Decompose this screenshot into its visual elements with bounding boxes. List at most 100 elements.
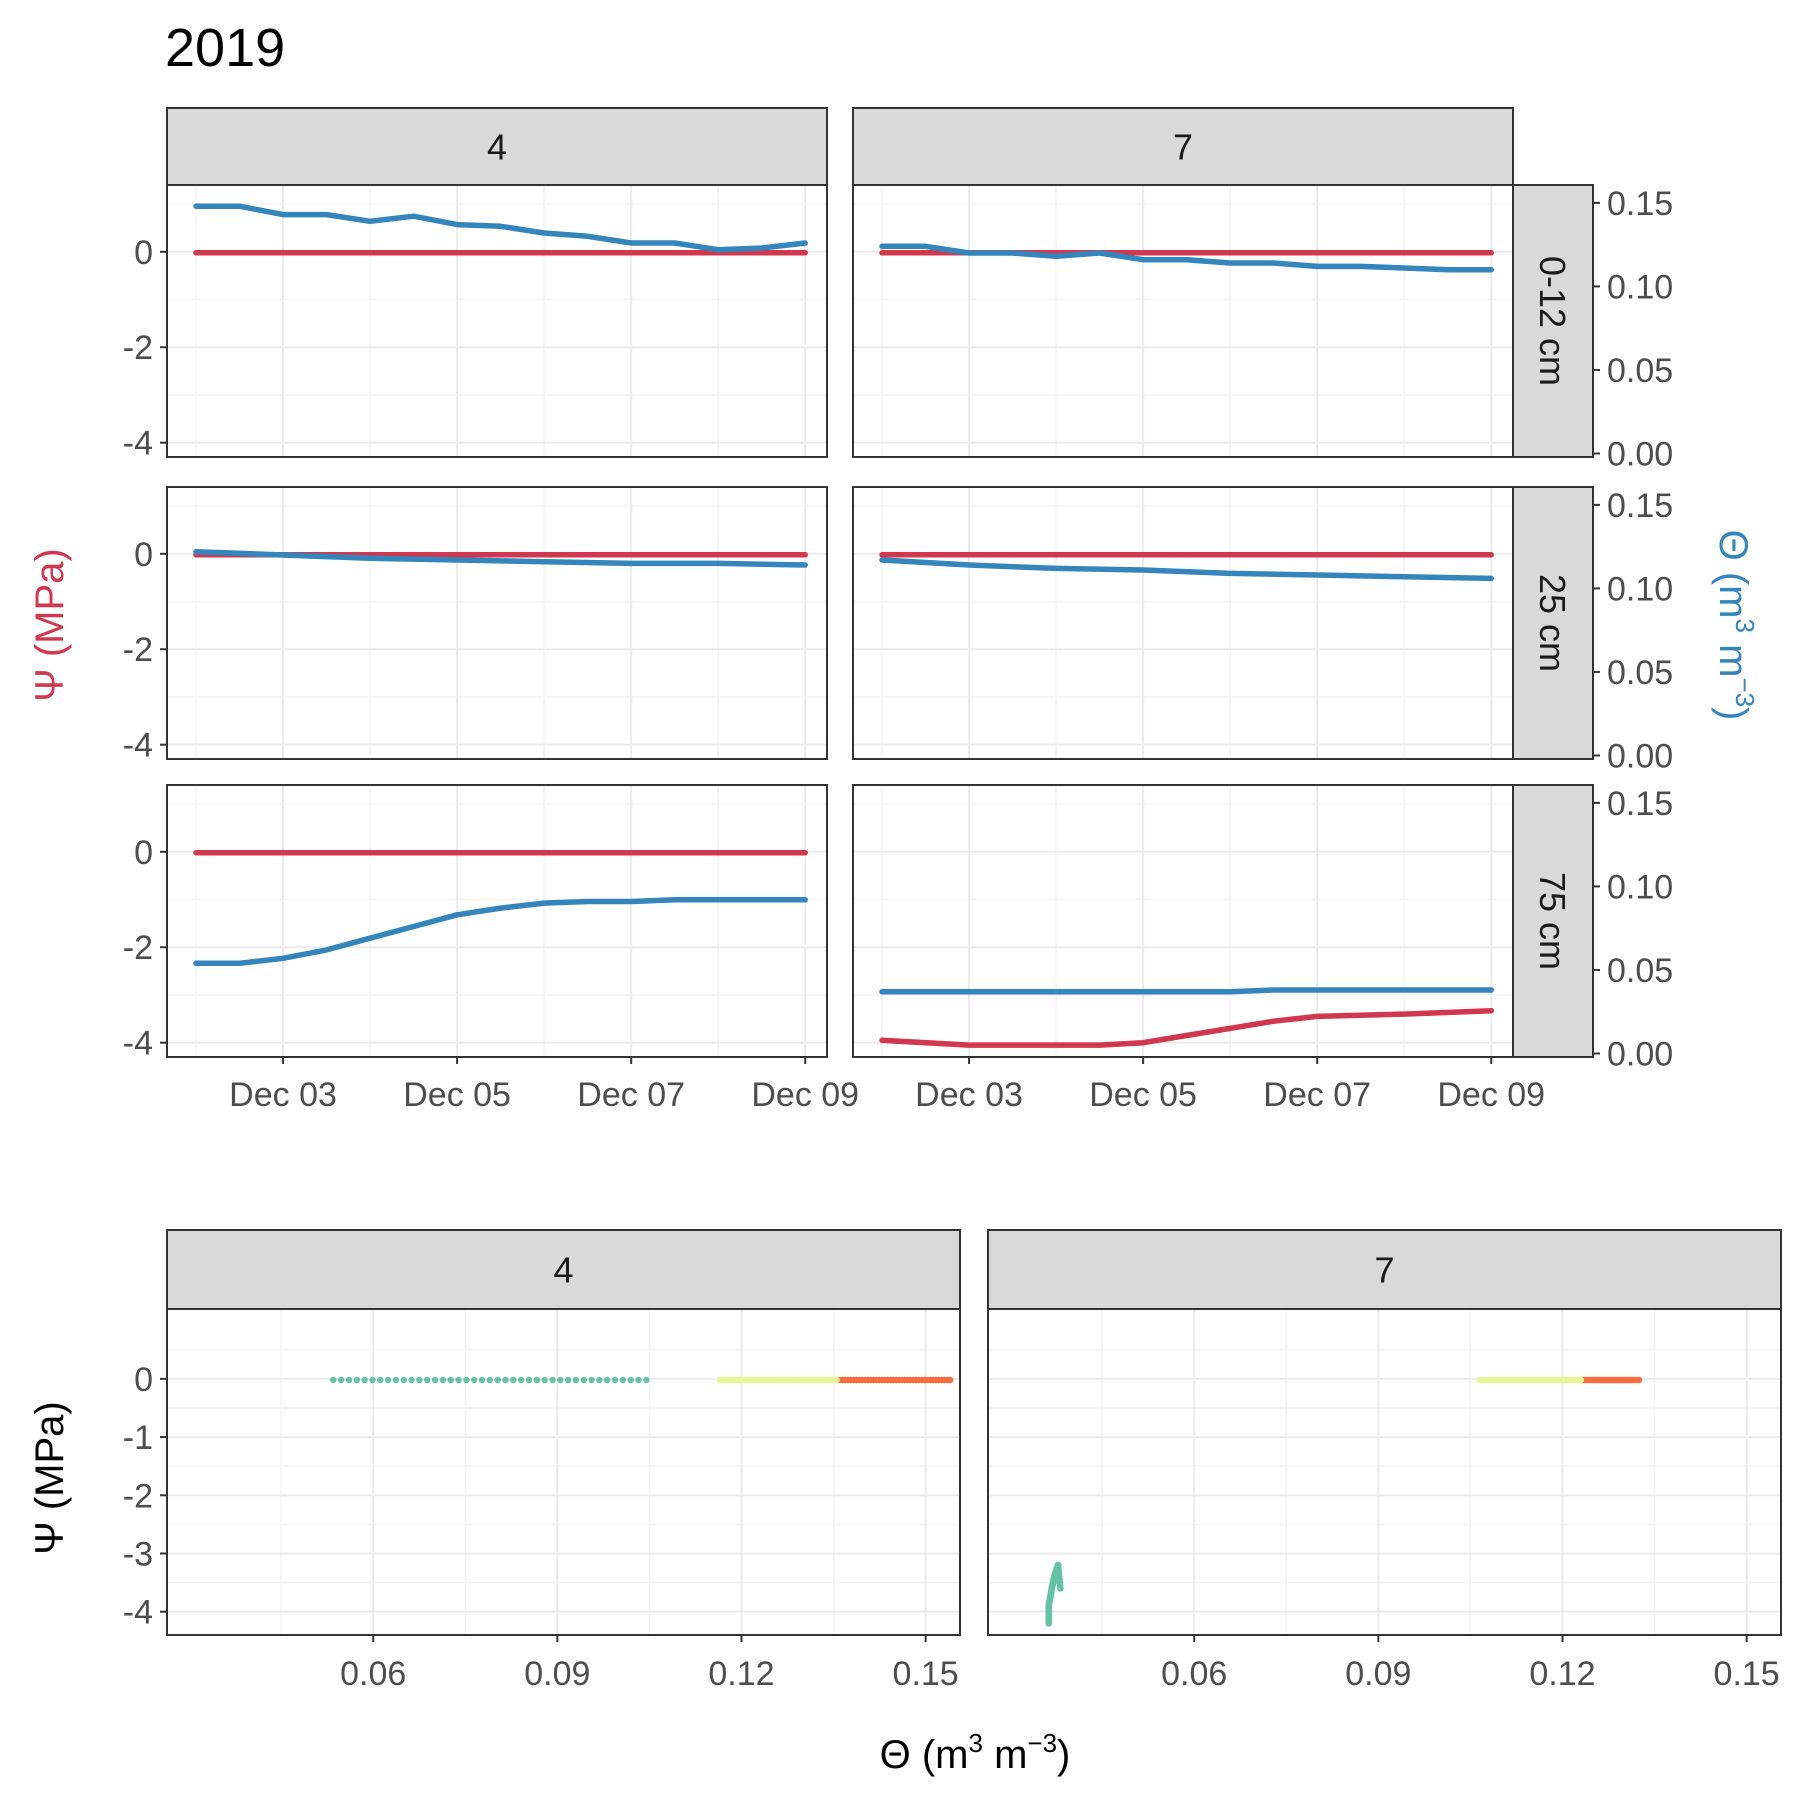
bottom-chart-panels: 4 7 0.06 0.09 0.12 0.15 0.06 0.09 0.12 0.15 0 -1 -2 -… [123, 1229, 1782, 1693]
scatter-point-75-cm-4 [478, 1376, 486, 1384]
y-right-tick-label: 0.10 [1607, 570, 1673, 608]
theta-axis-label-exp1: 3 [1730, 618, 1760, 632]
x-tick-label: Dec 07 [1263, 1076, 1371, 1114]
scatter-point-75-cm-4 [439, 1376, 447, 1384]
x-tick-label: 0.12 [1529, 1655, 1595, 1693]
theta-axis-label-exp2: −3 [1730, 677, 1760, 707]
scatter-point-75-cm-4 [424, 1376, 431, 1384]
scatter-point-75-cm-4 [557, 1376, 564, 1384]
scatter-point-75-cm-4 [447, 1376, 454, 1384]
y-left-tick-label: -2 [123, 329, 153, 367]
x-tick-label: Dec 07 [577, 1076, 685, 1114]
scatter-point-75-cm-4 [361, 1376, 368, 1384]
row-strip-label-0-12-cm: 0-12 cm [1532, 256, 1573, 386]
x-tick-label: 0.09 [1345, 1655, 1411, 1693]
y-tick-label: -1 [123, 1419, 153, 1457]
scatter-point-75-cm-4 [463, 1376, 470, 1384]
panel-background [853, 185, 1513, 457]
scatter-point-75-cm-4 [471, 1376, 478, 1384]
y-left-tick-label: -2 [123, 929, 153, 967]
y-right-tick-label: 0.05 [1607, 654, 1673, 692]
x-label-exp2: −3 [1027, 1728, 1057, 1758]
scatter-point-75-cm-4 [572, 1376, 580, 1384]
scatter-point-75-cm-4 [627, 1376, 634, 1384]
y-tick-label: -4 [123, 1594, 153, 1632]
scatter-point-75-cm-4 [502, 1376, 509, 1384]
x-label-exp1: 3 [968, 1728, 982, 1758]
theta-axis-label-mid: m [1711, 633, 1755, 677]
panel-7-0-12-cm [853, 185, 1513, 457]
bottom-column-strip-label-4: 4 [553, 1250, 573, 1291]
x-tick-label: 0.06 [1161, 1655, 1227, 1693]
y-right-tick-label: 0.00 [1607, 737, 1673, 775]
scatter-point-75-cm-4 [643, 1376, 650, 1384]
scatter-point-75-cm-4 [338, 1376, 345, 1384]
scatter-point-75-cm-4 [330, 1376, 337, 1384]
theta-axis-label-end: ) [1711, 707, 1755, 720]
x-tick-label: 0.12 [708, 1655, 774, 1693]
column-strip-4 [166, 107, 828, 186]
left-axis-title-bottom: Ψ (MPa) [28, 1401, 72, 1554]
panel-background [853, 487, 1513, 759]
y-right-tick-label: 0.10 [1607, 268, 1673, 306]
scatter-point-75-cm-4 [486, 1376, 493, 1384]
scatter-point-0-12-cm-7 [1636, 1376, 1643, 1384]
x-tick-label: Dec 05 [1089, 1076, 1197, 1114]
x-tick-label: 0.06 [340, 1655, 406, 1693]
x-tick-label: Dec 09 [1437, 1076, 1545, 1114]
scatter-point-75-cm-4 [611, 1376, 619, 1384]
column-strip-7 [852, 107, 1514, 186]
theta-axis-label-sym: Θ (m [1711, 530, 1755, 619]
panel-border-4-0-12-cm [166, 184, 828, 458]
scatter-point-25-cm-4 [833, 1376, 840, 1384]
x-label-end: ) [1057, 1733, 1070, 1777]
series-line-theta-7-25-cm [879, 557, 1494, 582]
panel-7-25-cm [853, 487, 1513, 759]
scatter-point-75-cm-7 [1057, 1585, 1064, 1592]
y-right-tick-label: 0.00 [1607, 435, 1673, 473]
psi-axis-label-top: Ψ (MPa) [28, 548, 72, 701]
x-tick-label: Dec 03 [915, 1076, 1023, 1114]
x-label-mid: m [983, 1733, 1027, 1777]
x-label-sym: Θ (m [880, 1733, 969, 1777]
bottom-panel-border-7 [987, 1308, 1782, 1636]
row-strip-label-25-cm: 25 cm [1532, 574, 1573, 672]
bottom-panel-4 [167, 1309, 960, 1635]
x-tick-label: Dec 03 [229, 1076, 337, 1114]
scatter-point-75-cm-4 [533, 1376, 540, 1384]
bottom-column-strip-label-7: 7 [1374, 1250, 1394, 1291]
series-line-theta-4-0-12-cm [193, 203, 808, 253]
top-chart-panels: 4 7 0-12 cm 0 -2 -4 0.15 0.10 0.05 0.00 25 cm 0 -2 -4… [123, 107, 1673, 1114]
bottom-column-strip-4 [166, 1229, 961, 1310]
column-strip-label-4: 4 [487, 127, 507, 168]
y-tick-label: 0 [134, 1361, 153, 1399]
scatter-point-25-cm-7 [1577, 1376, 1585, 1384]
panel-4-75-cm [167, 785, 827, 1057]
y-left-tick-label: -4 [123, 727, 153, 765]
left-axis-title-top: Ψ (MPa) [28, 548, 72, 701]
y-right-tick-label: 0.00 [1607, 1035, 1673, 1073]
psi-axis-label-bottom: Ψ (MPa) [28, 1401, 72, 1554]
panel-4-25-cm [167, 487, 827, 759]
scatter-point-75-cm-4 [517, 1376, 525, 1384]
panel-background [167, 487, 827, 759]
bottom-panel-border-4 [166, 1308, 961, 1636]
x-tick-label: Dec 09 [751, 1076, 859, 1114]
y-right-tick-label: 0.05 [1607, 352, 1673, 390]
y-right-tick-label: 0.15 [1607, 785, 1673, 823]
scatter-point-75-cm-4 [541, 1376, 548, 1384]
scatter-point-75-cm-4 [400, 1376, 407, 1384]
bottom-column-strip-7 [987, 1229, 1782, 1310]
y-right-tick-label: 0.15 [1607, 185, 1673, 223]
series-line-theta-4-25-cm [193, 548, 808, 568]
right-axis-title-top: Θ (m3 m−3) [1711, 530, 1760, 721]
scatter-point-75-cm-4 [635, 1376, 642, 1384]
row-strip-label-75-cm: 75 cm [1532, 872, 1573, 970]
y-right-tick-label: 0.10 [1607, 868, 1673, 906]
series-line-psi-7-75-cm [879, 1007, 1494, 1048]
series-line-theta-7-0-12-cm [879, 243, 1494, 273]
scatter-point-75-cm-4 [416, 1376, 423, 1384]
chart-title: 2019 [165, 18, 285, 78]
scatter-point-75-cm-4 [369, 1376, 376, 1384]
